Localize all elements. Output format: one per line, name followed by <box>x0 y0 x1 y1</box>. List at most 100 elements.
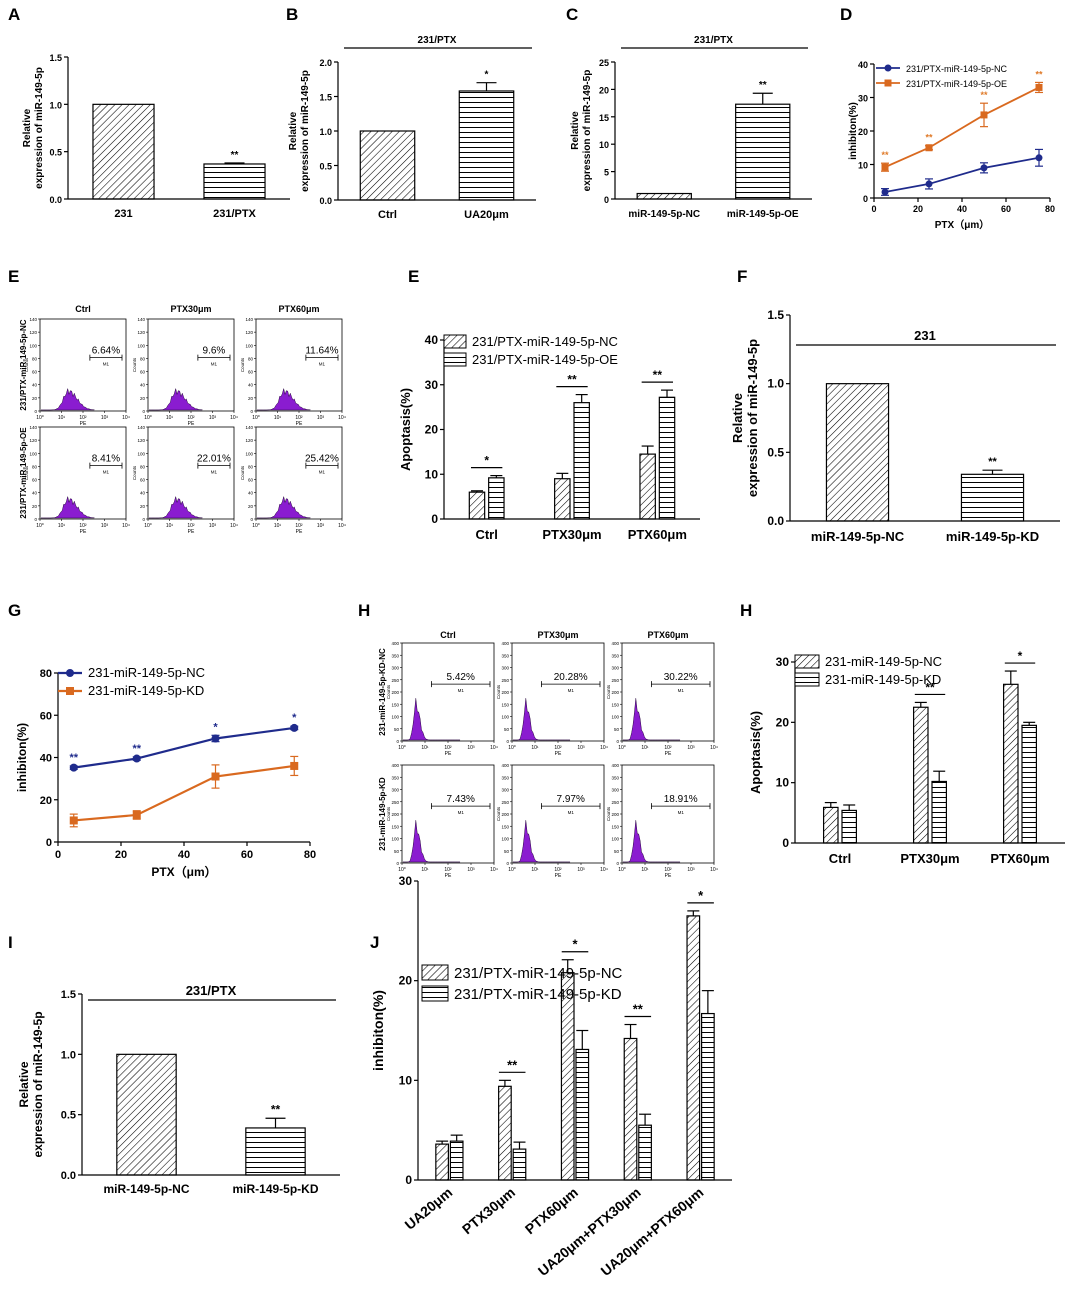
histogram-tick-label: 10⁰ <box>36 415 44 421</box>
bar <box>639 453 656 520</box>
y-tick-label: 10 <box>599 140 609 150</box>
panel-label: B <box>286 5 298 24</box>
data-point <box>290 723 299 732</box>
histogram-tick-label: 10³ <box>687 867 695 873</box>
bar <box>92 103 155 200</box>
histogram-tick-label: 10³ <box>101 415 109 421</box>
data-point <box>69 763 78 772</box>
histogram-tick-label: 60 <box>248 478 254 483</box>
histogram-tick-label: 10³ <box>209 523 217 529</box>
histogram-tick-label: 10³ <box>317 523 325 529</box>
histogram-tick-label: 10⁰ <box>144 523 152 529</box>
histogram-tick-label: 60 <box>140 478 146 483</box>
histogram-tick-label: 400 <box>391 763 399 768</box>
significance-star: ** <box>271 1102 281 1116</box>
y-tick-label: 10 <box>399 1073 413 1087</box>
y-tick-label: 40 <box>858 60 868 70</box>
histogram-tick-label: 20 <box>248 396 254 401</box>
x-tick-label: 20 <box>913 204 923 214</box>
histogram-y-axis-label: Counts <box>606 806 611 821</box>
histogram-tick-label: 10² <box>664 867 672 873</box>
histogram-distribution <box>257 496 311 519</box>
y-axis-label: Relative <box>17 1061 31 1107</box>
histogram-tick-label: 250 <box>611 800 619 805</box>
histogram-tick-label: 120 <box>29 330 37 335</box>
flow-histogram: 0 50 100 150 200 250 300 350 400 10⁰ 10¹ 10² 10³ 10⁴ C… <box>496 641 608 757</box>
histogram-tick-label: 150 <box>501 824 509 829</box>
histogram-tick-label: 10⁰ <box>252 415 260 421</box>
bar <box>822 806 839 844</box>
bar <box>960 473 1025 522</box>
flow-column-label: Ctrl <box>440 630 456 640</box>
histogram-tick-label: 10¹ <box>531 745 539 751</box>
y-axis-label: inhibiton(%) <box>370 990 386 1071</box>
histogram-y-axis-label: Counts <box>496 684 501 699</box>
histogram-y-axis-label: Counts <box>24 465 29 480</box>
histogram-tick-label: 10² <box>664 745 672 751</box>
legend-label: 231/PTX-miR-149-5p-OE <box>472 352 618 367</box>
histogram-tick-label: 10⁴ <box>600 745 608 751</box>
x-category-label: miR-149-5p-KD <box>232 1182 318 1196</box>
bar <box>841 809 857 844</box>
histogram-tick-label: 60 <box>32 370 38 375</box>
flow-histogram: 0 20 40 60 80 100 120 140 10⁰ 10¹ 10² 10³ 10⁴ Counts P… <box>132 425 238 535</box>
data-point <box>1035 154 1043 162</box>
histogram-tick-label: 20 <box>140 396 146 401</box>
histogram-tick-label: 100 <box>137 451 145 456</box>
histogram-tick-label: 10² <box>79 415 87 421</box>
histogram-tick-label: 10⁰ <box>508 867 516 873</box>
gate-percentage: 11.64% <box>305 346 338 357</box>
x-category-label: 231 <box>114 208 132 220</box>
histogram-tick-label: 140 <box>29 317 37 322</box>
x-category-label: Ctrl <box>829 851 851 866</box>
histogram-tick-label: 10³ <box>101 523 109 529</box>
histogram-tick-label: 0 <box>142 409 145 414</box>
histogram-tick-label: 10⁴ <box>600 867 608 873</box>
histogram-tick-label: 10² <box>79 523 87 529</box>
histogram-tick-label: 0 <box>616 861 619 866</box>
histogram-tick-label: 200 <box>501 690 509 695</box>
histogram-tick-label: 100 <box>501 837 509 842</box>
data-point <box>925 144 933 152</box>
gate-label: M1 <box>678 688 685 693</box>
y-axis-label: Relative <box>22 108 33 147</box>
chart-panel-C: C 0 5 10 15 20 25 Relative expression of miR-149… <box>566 5 812 220</box>
y-axis-label: inhibiton(%) <box>848 102 859 160</box>
x-category-label: miR-149-5p-NC <box>811 529 905 544</box>
chart-panel-H: H 0 10 20 30 Apoptasis(%) Ctrl ** PTX30μm * PTX60μ… <box>740 601 1065 866</box>
y-axis-label: expression of miR-149-5p <box>300 70 311 192</box>
panel-label: I <box>8 933 13 952</box>
histogram-tick-label: 0 <box>396 739 399 744</box>
data-point <box>211 772 220 781</box>
y-tick-label: 10 <box>858 161 868 171</box>
histogram-tick-label: 400 <box>611 763 619 768</box>
histogram-tick-label: 100 <box>501 715 509 720</box>
gate-label: M1 <box>319 362 326 367</box>
histogram-tick-label: 200 <box>391 812 399 817</box>
histogram-tick-label: 200 <box>611 812 619 817</box>
chart-panel-B: B 0.0 0.5 1.0 1.5 2.0 Relative expression of mi… <box>286 5 536 221</box>
y-tick-label: 0.0 <box>61 1170 76 1182</box>
y-tick-label: 20 <box>399 974 413 988</box>
legend-marker <box>66 687 74 695</box>
histogram-frame <box>39 318 127 412</box>
gate-label: M1 <box>678 810 685 815</box>
histogram-y-axis-label: Counts <box>240 357 245 372</box>
x-category-label: 231/PTX <box>213 208 256 220</box>
y-tick-label: 80 <box>40 668 52 680</box>
histogram-tick-label: 120 <box>137 330 145 335</box>
flow-row-label: 231/PTX-miR-149-5p-OE <box>19 427 28 519</box>
y-tick-label: 0.0 <box>767 514 784 528</box>
gate-label: M1 <box>458 810 465 815</box>
histogram-tick-label: 50 <box>504 849 510 854</box>
histogram-y-axis-label: Counts <box>606 684 611 699</box>
series-line <box>884 86 1040 169</box>
y-tick-label: 10 <box>776 776 790 790</box>
flow-column-label: Ctrl <box>75 304 91 314</box>
x-category-label: PTX60μm <box>990 851 1049 866</box>
histogram-tick-label: 50 <box>614 727 620 732</box>
histogram-tick-label: 40 <box>248 383 254 388</box>
histogram-tick-label: 80 <box>32 464 38 469</box>
y-tick-label: 0 <box>863 194 868 204</box>
gate-percentage: 20.28% <box>554 672 588 683</box>
